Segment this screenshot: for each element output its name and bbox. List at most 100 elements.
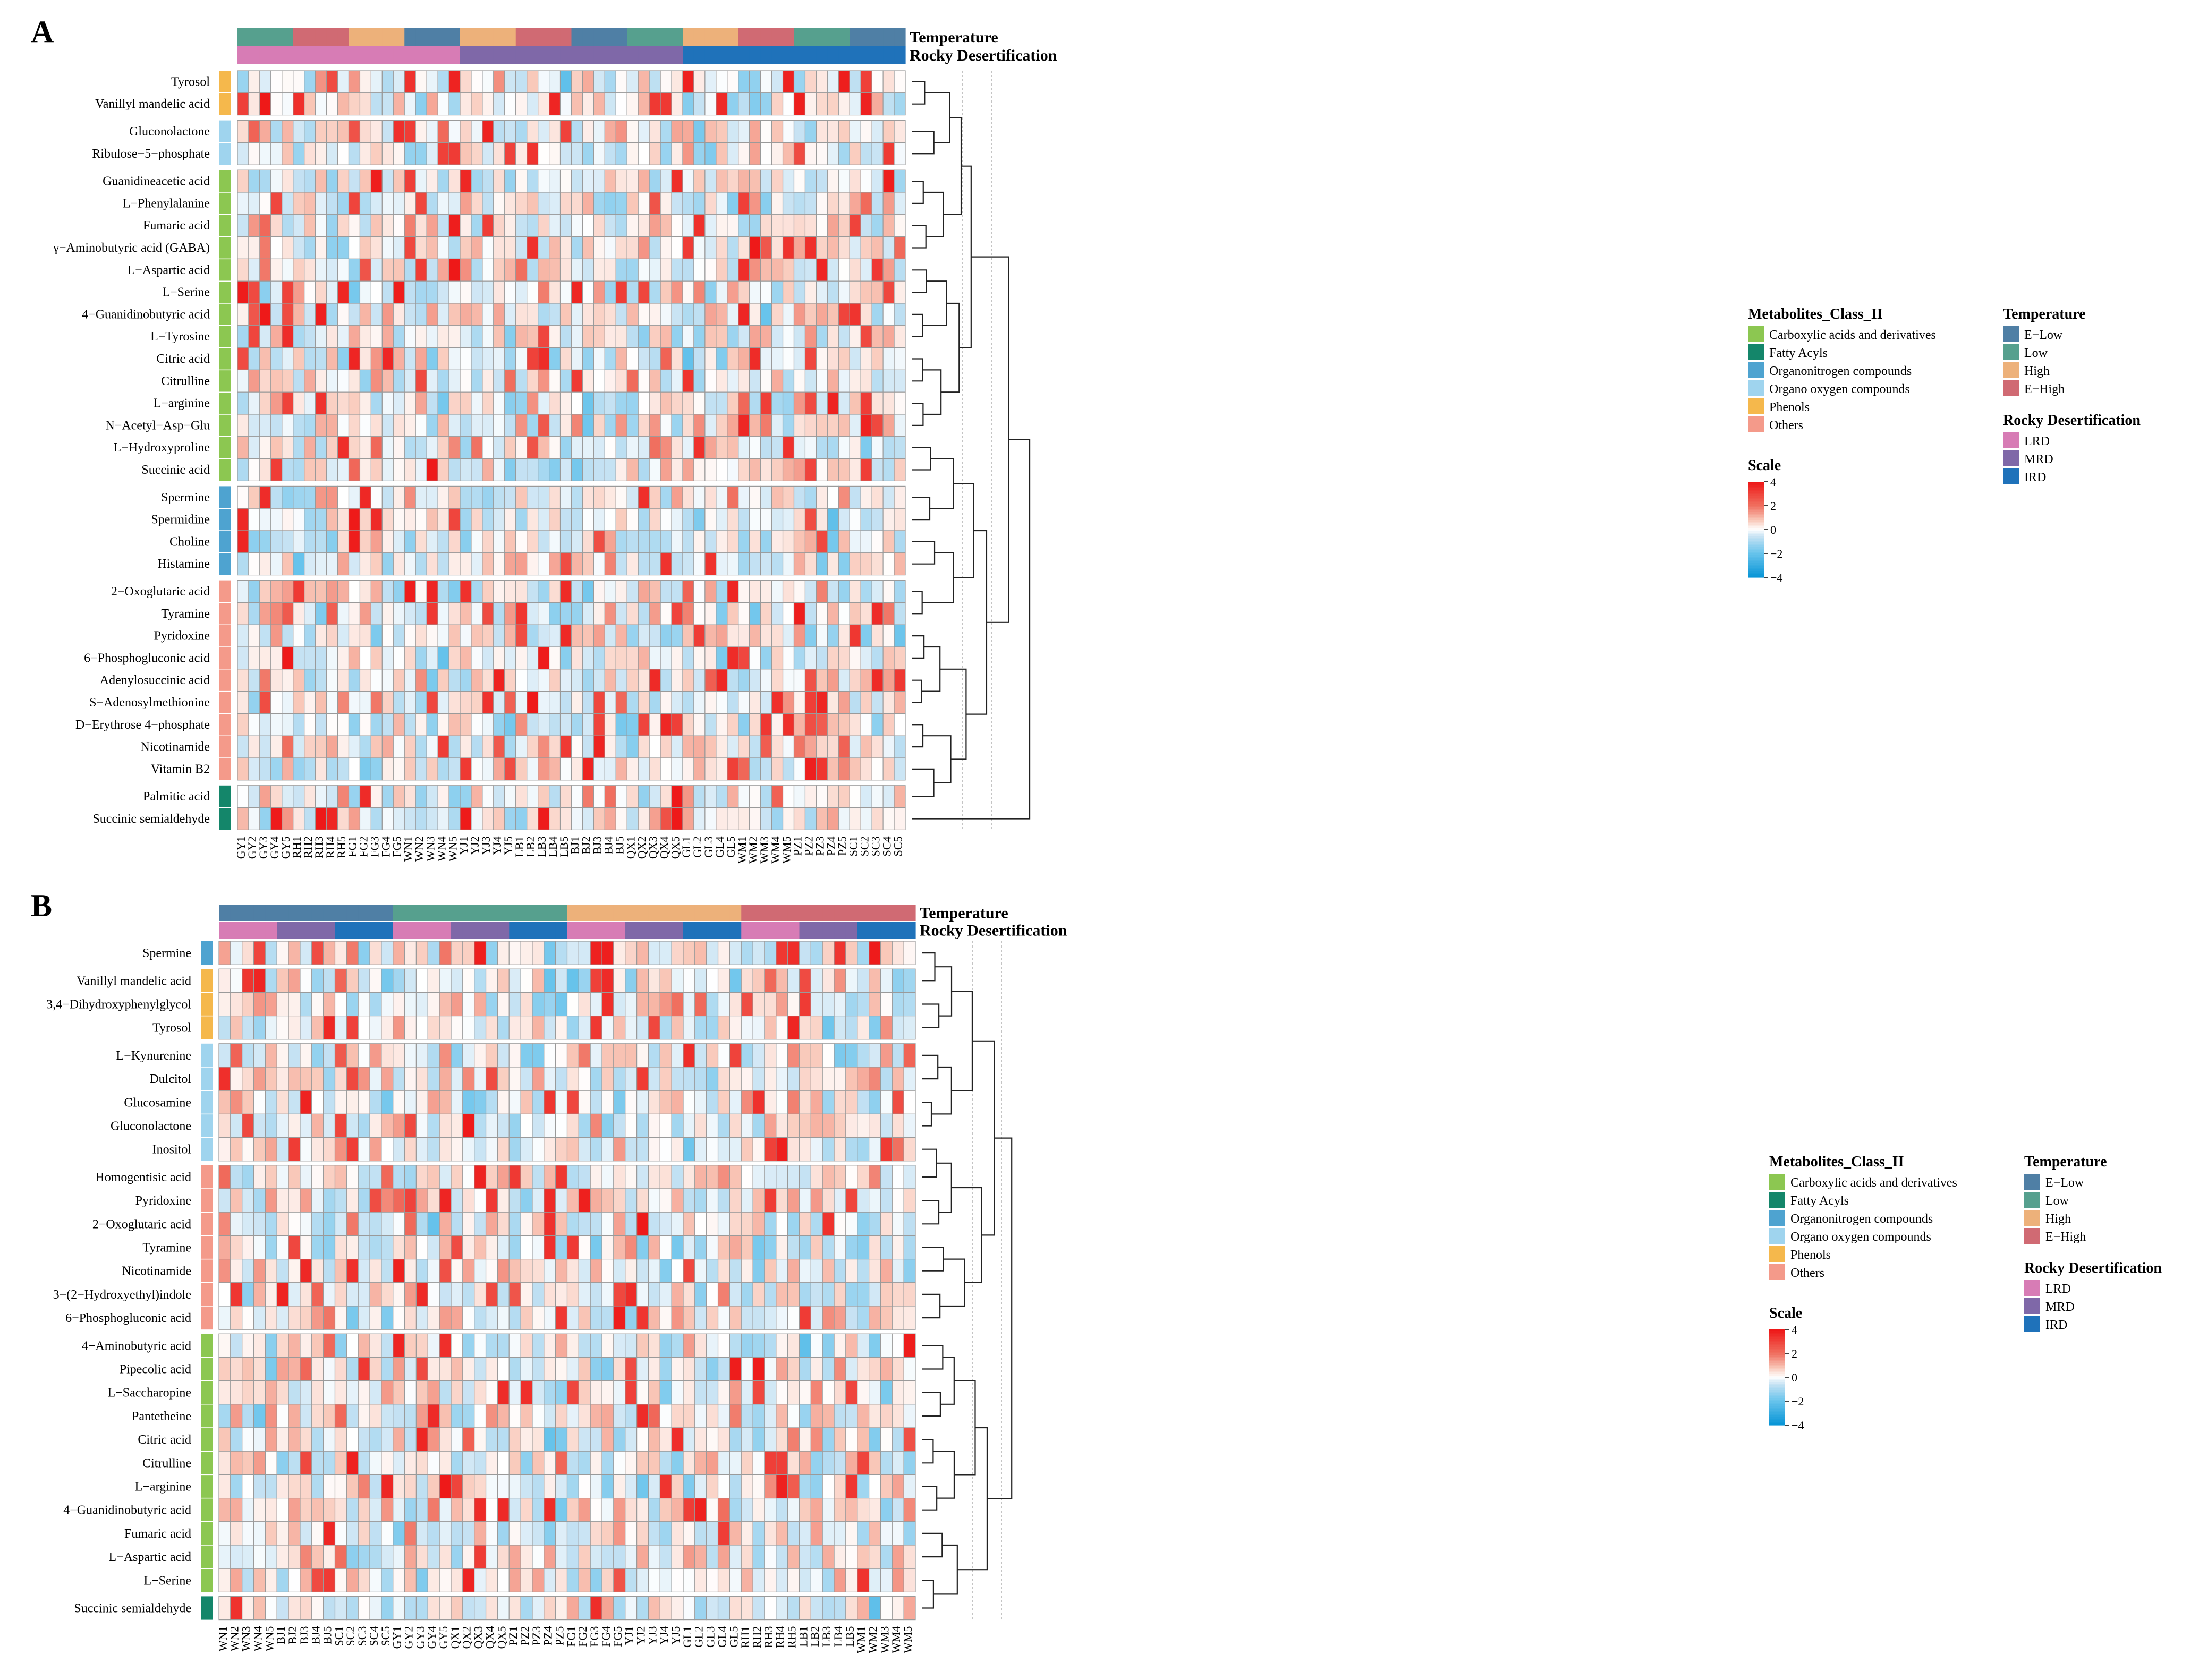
heatmap-cell	[804, 579, 817, 603]
heatmap-cell	[729, 992, 742, 1017]
heatmap-cell	[659, 1521, 672, 1546]
heatmap-cell	[242, 1451, 254, 1475]
heatmap-cell	[682, 757, 694, 781]
heatmap-cell	[555, 1498, 568, 1522]
heatmap-cell	[326, 579, 338, 603]
heatmap-cell	[660, 669, 672, 692]
heatmap-cell	[894, 414, 906, 437]
heatmap-cell	[282, 624, 294, 647]
heatmap-cell	[381, 1545, 394, 1569]
heatmap-cell	[613, 1067, 626, 1091]
heatmap-cell	[404, 646, 416, 670]
heatmap-cell	[393, 1015, 405, 1040]
heatmap-cell	[716, 236, 728, 260]
heatmap-cell	[838, 458, 850, 481]
heatmap-cell	[460, 70, 472, 93]
heatmap-cell	[816, 120, 828, 143]
rocky-strip-cell	[683, 46, 694, 64]
heatmap-cell	[426, 508, 438, 531]
heatmap-cell	[460, 214, 472, 237]
row-label: L−Serine	[162, 286, 210, 300]
heatmap-cell	[460, 280, 472, 304]
heatmap-cell	[822, 1043, 835, 1068]
heatmap-cell	[293, 92, 305, 116]
heatmap-cell	[460, 579, 472, 603]
legend-scale-band	[1769, 1377, 1785, 1379]
heatmap-cell	[404, 92, 416, 116]
heatmap-cell	[704, 70, 717, 93]
heatmap-cell	[359, 757, 372, 781]
heatmap-cell	[764, 1235, 777, 1260]
heatmap-cell	[334, 1043, 347, 1068]
column-label: FG5	[611, 1626, 624, 1647]
heatmap-cell	[590, 1212, 602, 1236]
heatmap-cell	[717, 1404, 731, 1428]
heatmap-cell	[693, 579, 706, 603]
heatmap-cell	[253, 1137, 266, 1162]
heatmap-cell	[793, 303, 806, 326]
heatmap-cell	[782, 458, 795, 481]
dendrogram-branch	[922, 1054, 939, 1080]
heatmap-cell	[782, 142, 795, 165]
heatmap-cell	[415, 735, 427, 758]
heatmap-cell	[838, 236, 850, 260]
heatmap-cell	[693, 258, 706, 282]
heatmap-cell	[738, 485, 750, 509]
heatmap-cell	[682, 807, 694, 830]
heatmap-cell	[749, 192, 761, 215]
heatmap-cell	[393, 757, 405, 781]
heatmap-cell	[838, 303, 850, 326]
heatmap-cell	[892, 1380, 904, 1405]
heatmap-cell	[593, 214, 605, 237]
heatmap-cell	[682, 92, 694, 116]
heatmap-cell	[729, 1043, 742, 1068]
heatmap-cell	[415, 1474, 428, 1499]
heatmap-cell	[857, 1165, 870, 1189]
heatmap-cell	[348, 236, 361, 260]
heatmap-cell	[649, 485, 661, 509]
heatmap-cell	[604, 436, 616, 459]
heatmap-cell	[300, 1188, 312, 1213]
heatmap-cell	[282, 485, 294, 509]
heatmap-cell	[230, 1259, 243, 1283]
heatmap-cell	[868, 1113, 881, 1138]
heatmap-cell	[393, 192, 405, 215]
heatmap-cell	[892, 1282, 904, 1307]
heatmap-cell	[771, 236, 784, 260]
heatmap-cell	[578, 941, 591, 965]
heatmap-cell	[682, 142, 694, 165]
heatmap-cell	[437, 192, 449, 215]
heatmap-cell	[810, 1596, 823, 1621]
heatmap-cell	[671, 713, 683, 736]
heatmap-cell	[504, 458, 516, 481]
heatmap-cell	[323, 1212, 336, 1236]
heatmap-cell	[706, 1451, 719, 1475]
column-label: PZ3	[813, 836, 827, 856]
heatmap-cell	[555, 1427, 568, 1452]
heatmap-cell	[804, 280, 817, 304]
temperature-strip-cell	[326, 28, 338, 46]
row-label: Citric acid	[138, 1433, 191, 1447]
heatmap-cell	[359, 258, 372, 282]
heatmap-cell	[787, 1451, 800, 1475]
temperature-strip-cell	[894, 28, 906, 46]
heatmap-cell	[334, 1498, 347, 1522]
heatmap-cell	[615, 369, 627, 393]
heatmap-cell	[793, 807, 806, 830]
heatmap-cell	[671, 142, 683, 165]
heatmap-cell	[559, 258, 572, 282]
heatmap-cell	[671, 1067, 684, 1091]
column-label: FG3	[368, 836, 381, 857]
row-label: 2−Oxoglutaric acid	[92, 1217, 191, 1231]
heatmap-cell	[237, 325, 249, 348]
heatmap-cell	[638, 669, 650, 692]
heatmap-cell	[604, 735, 616, 758]
heatmap-cell	[237, 347, 249, 370]
heatmap-cell	[857, 1568, 870, 1592]
row-label: Guanidineacetic acid	[103, 175, 210, 189]
heatmap-cell	[738, 669, 750, 692]
heatmap-cell	[326, 690, 338, 714]
heatmap-cell	[346, 1333, 359, 1358]
column-label: QX2	[460, 1626, 473, 1649]
heatmap-cell	[590, 1498, 602, 1522]
